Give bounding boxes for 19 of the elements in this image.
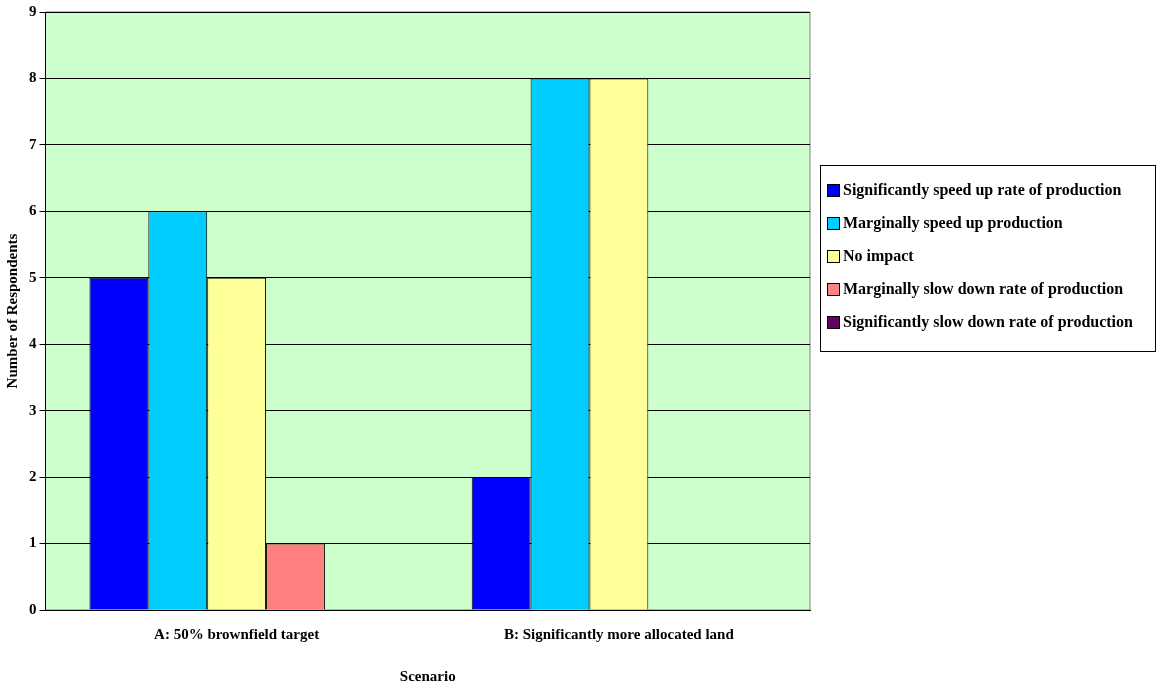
y-tick-label: 6 [29,202,37,219]
legend-label: Marginally speed up production [843,213,1063,232]
legend-label: Significantly speed up rate of production [843,180,1122,199]
x-tick-label: A: 50% brownfield target [154,625,320,642]
y-tick-label: 1 [29,534,37,551]
y-tick-label: 0 [29,600,37,617]
x-tick-label: B: Significantly more allocated land [504,625,735,642]
y-tick-label: 8 [29,69,37,86]
legend-label: Significantly slow down rate of production [843,312,1133,331]
y-tick-label: 9 [29,2,37,19]
y-axis-title: Number of Respondents [3,233,20,389]
y-tick-label: 5 [29,268,37,285]
y-tick-label: 2 [29,467,37,484]
x-axis-title: Scenario [399,667,456,684]
legend-label: Marginally slow down rate of production [843,279,1124,298]
legend-label: No impact [843,246,914,265]
y-tick-label: 3 [29,401,37,418]
y-tick-label: 4 [29,335,37,352]
y-tick-label: 7 [29,135,37,152]
